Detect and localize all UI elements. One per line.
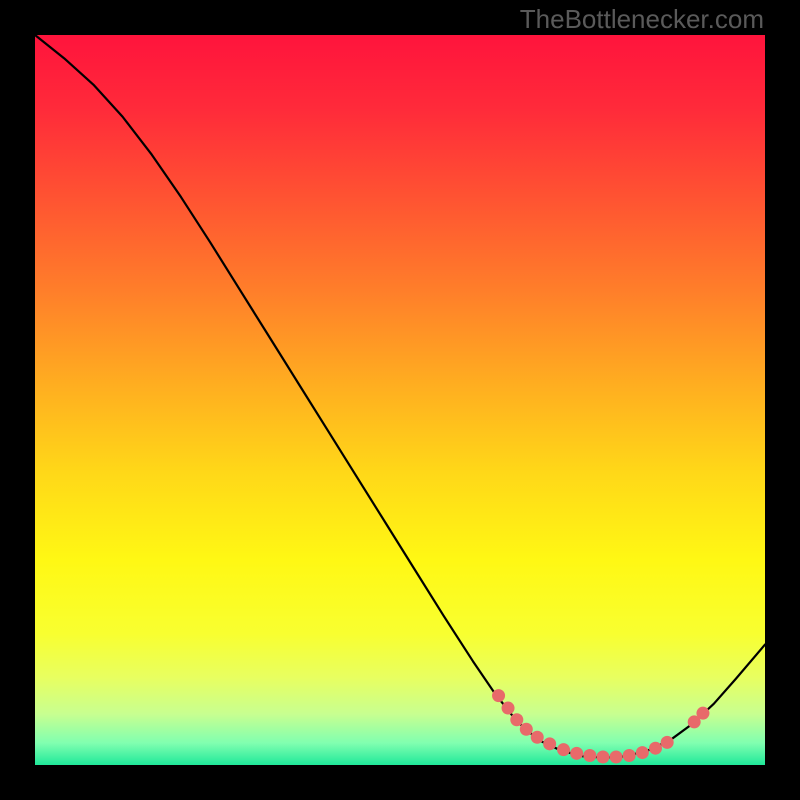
watermark-text: TheBottlenecker.com (520, 4, 764, 35)
chart-plot-area (35, 35, 765, 765)
